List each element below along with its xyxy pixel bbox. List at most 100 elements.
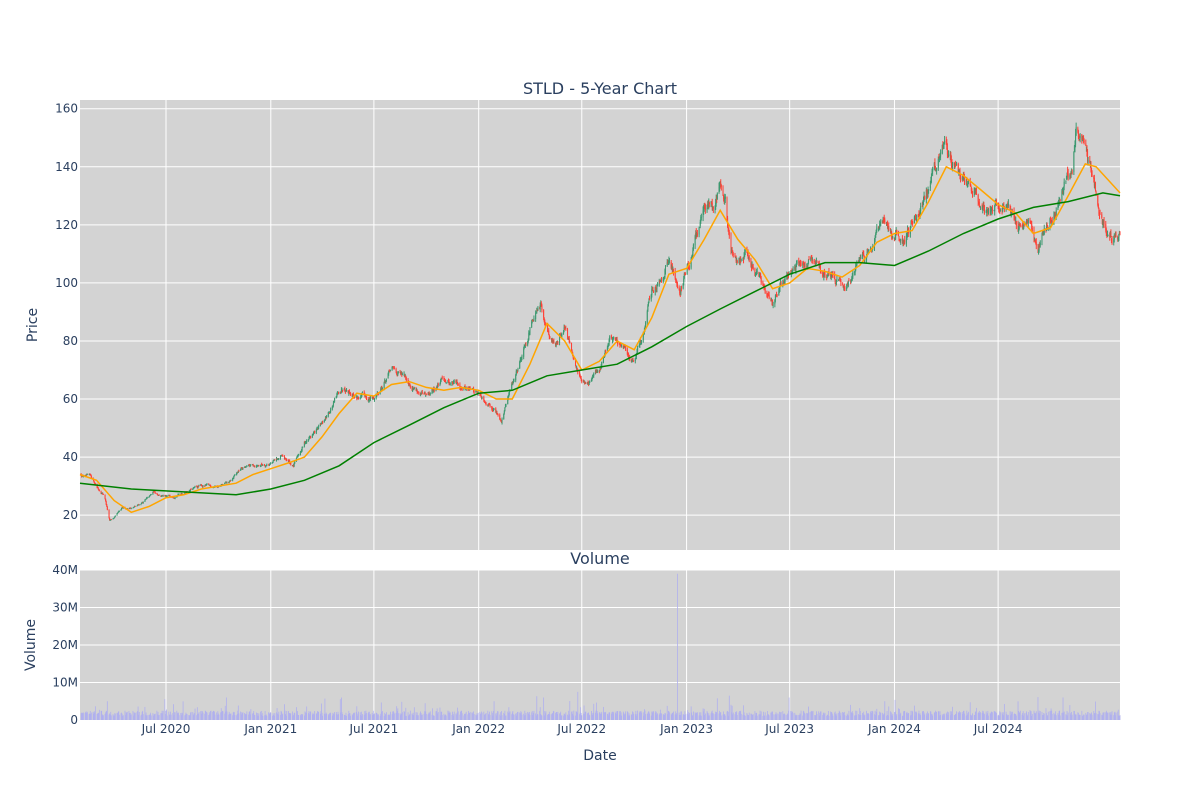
volume-bar — [493, 711, 494, 720]
candle-body — [254, 466, 256, 468]
candle-body — [475, 390, 477, 392]
volume-bar — [504, 710, 506, 720]
volume-bar — [296, 707, 297, 720]
candle-body — [734, 254, 736, 257]
volume-bar — [540, 715, 542, 720]
volume-bar — [629, 715, 631, 720]
volume-bar — [846, 713, 848, 720]
candle-body — [228, 481, 230, 483]
candle-body — [847, 284, 849, 286]
candle-body — [488, 403, 490, 405]
candle-body — [579, 375, 581, 377]
candle-body — [348, 390, 350, 394]
volume-bar — [520, 711, 522, 720]
candle-body — [663, 277, 665, 279]
volume-bar — [651, 711, 653, 720]
candle-body — [759, 275, 761, 277]
candle-body — [794, 266, 796, 271]
volume-bar — [630, 714, 632, 720]
candle-body — [826, 277, 828, 278]
volume-bar — [794, 712, 796, 720]
candle-body — [507, 395, 509, 399]
candle-body — [792, 269, 794, 271]
volume-bar — [1113, 715, 1115, 720]
candle-body — [563, 330, 565, 334]
candle-body — [875, 230, 877, 234]
candle-body — [210, 486, 212, 487]
candle-body — [1019, 224, 1021, 226]
volume-bar — [654, 712, 656, 720]
volume-bar — [312, 712, 314, 720]
candle-body — [900, 239, 902, 241]
candle-body — [700, 217, 702, 219]
volume-bar — [595, 710, 597, 720]
volume-bar — [164, 699, 166, 720]
candle-body — [427, 393, 429, 395]
volume-bar — [218, 714, 220, 720]
candle-body — [173, 497, 175, 499]
candle-body — [334, 398, 336, 402]
volume-bar — [166, 709, 167, 720]
volume-bar — [927, 711, 928, 720]
volume-bar — [807, 713, 809, 720]
volume-bar — [864, 714, 866, 720]
candle-body — [395, 368, 397, 372]
candle-body — [650, 294, 652, 299]
volume-bar — [663, 714, 665, 720]
volume-bar — [762, 715, 764, 720]
candle-body — [612, 337, 614, 340]
volume-bar — [417, 715, 419, 720]
candle-body — [952, 162, 954, 167]
volume-bar — [165, 713, 166, 720]
volume-bar — [1003, 703, 1005, 720]
candle-body — [449, 383, 451, 385]
candle-body — [637, 347, 639, 352]
candle-body — [1030, 223, 1032, 225]
candle-body — [375, 395, 377, 399]
candle-body — [138, 504, 140, 506]
candle-body — [397, 372, 399, 376]
candle-body — [803, 264, 805, 267]
candle-body — [1085, 143, 1087, 146]
candle-body — [655, 287, 657, 289]
volume-bar — [447, 710, 449, 720]
candle-body — [291, 465, 293, 466]
volume-bar — [452, 713, 454, 720]
candle-body — [508, 393, 510, 397]
volume-bar — [1005, 711, 1007, 720]
candle-body — [190, 488, 192, 490]
candle-body — [683, 278, 685, 283]
volume-bar — [264, 711, 266, 720]
candle-body — [826, 275, 828, 277]
candle-body — [344, 388, 346, 391]
candle-body — [416, 389, 418, 393]
volume-bar — [336, 714, 338, 720]
volume-bar — [855, 715, 857, 720]
candle-body — [901, 238, 903, 243]
candle-body — [1089, 163, 1091, 165]
volume-bar — [974, 712, 976, 720]
volume-bar — [86, 711, 88, 720]
candle-body — [93, 479, 95, 482]
volume-bar — [720, 712, 722, 720]
price-chart-title: STLD - 5-Year Chart — [523, 79, 677, 98]
candle-body — [958, 170, 960, 172]
candle-body — [505, 404, 507, 406]
volume-bar — [264, 715, 265, 720]
candle-body — [634, 358, 636, 361]
candle-body — [1102, 220, 1104, 224]
volume-bar — [682, 714, 684, 720]
volume-bar — [531, 711, 533, 720]
candle-body — [236, 472, 238, 473]
candle-body — [902, 241, 904, 243]
candle-body — [635, 356, 637, 359]
volume-bar — [621, 715, 623, 720]
volume-bar — [449, 712, 451, 720]
volume-bar — [503, 712, 505, 720]
volume-bar — [134, 712, 136, 720]
candle-body — [432, 389, 434, 391]
volume-bar — [703, 711, 705, 720]
x-tick-label: Jan 2021 — [243, 722, 297, 736]
volume-bar — [839, 711, 841, 720]
candle-body — [137, 504, 139, 506]
